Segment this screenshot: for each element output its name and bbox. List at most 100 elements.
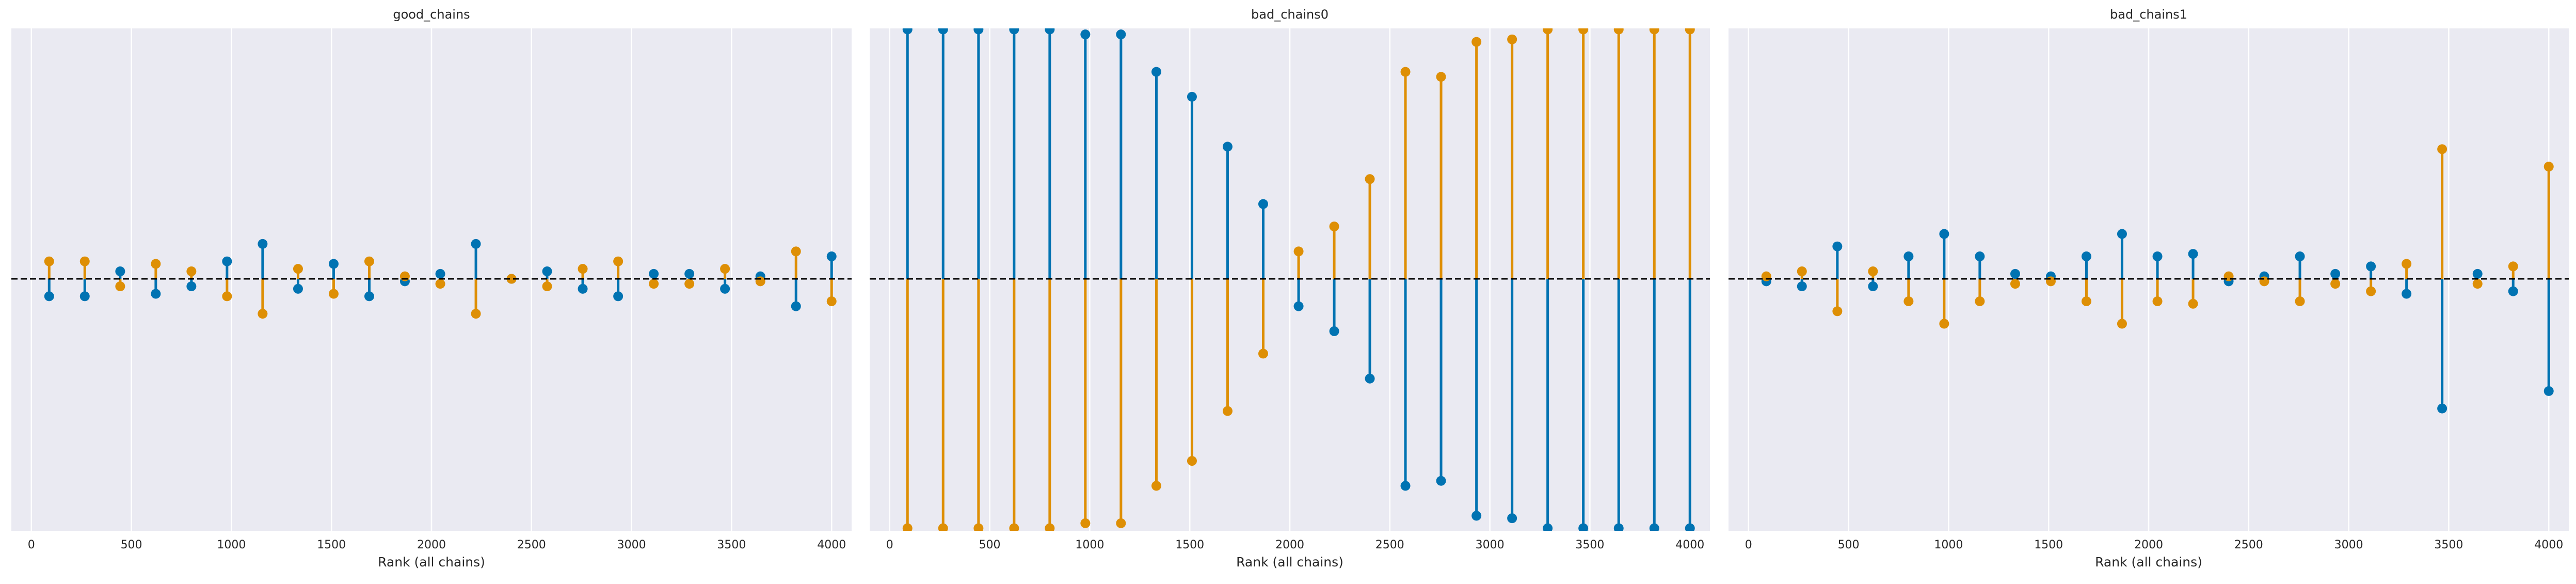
- rank-marker: [44, 256, 54, 266]
- x-tick-label: 3500: [1575, 539, 1604, 551]
- rank-marker: [684, 279, 695, 289]
- rank-marker: [1797, 281, 1807, 291]
- rank-marker: [826, 251, 837, 262]
- rank-marker: [1045, 28, 1055, 35]
- rank-marker: [2366, 261, 2376, 272]
- x-tick-label: 3500: [2434, 539, 2463, 551]
- x-tick-label: 0: [28, 539, 35, 551]
- rank-marker: [1080, 518, 1091, 528]
- rank-marker: [720, 264, 730, 274]
- rank-marker: [902, 523, 913, 531]
- x-tick-label: 2000: [2134, 539, 2163, 551]
- rank-marker: [2402, 259, 2412, 269]
- x-tick-label: 3000: [2334, 539, 2363, 551]
- rank-marker: [2045, 276, 2056, 287]
- rank-marker: [2543, 386, 2554, 396]
- rank-marker: [1365, 373, 1375, 384]
- rank-marks: [44, 239, 837, 319]
- rank-marker: [222, 291, 232, 302]
- rank-marker: [1293, 301, 1304, 311]
- x-tick-label: 3000: [617, 539, 646, 551]
- rank-marker: [2330, 279, 2341, 289]
- rank-marker: [115, 266, 125, 277]
- rank-marker: [435, 279, 445, 289]
- rank-marker: [2081, 251, 2091, 262]
- rank-marker: [1151, 481, 1161, 491]
- rank-marker: [1258, 349, 1268, 359]
- rank-marker: [1507, 513, 1517, 524]
- rank-marker: [258, 239, 268, 249]
- rank-marker: [1939, 319, 1949, 329]
- rank-marker: [293, 264, 303, 274]
- x-tick-label: 1500: [2034, 539, 2063, 551]
- rank-marker: [720, 283, 730, 294]
- rank-marker: [973, 523, 984, 531]
- rank-marker: [471, 239, 481, 249]
- rank-marker: [258, 309, 268, 319]
- x-tick-label: 1500: [317, 539, 346, 551]
- rank-marker: [1400, 481, 1411, 491]
- rank-marker: [755, 276, 765, 287]
- rank-marker: [328, 289, 339, 299]
- rank-marker: [2437, 144, 2447, 154]
- rank-marker: [2472, 279, 2483, 289]
- rank-marker: [151, 259, 161, 269]
- rank-marker: [399, 271, 410, 281]
- rank-marker: [613, 256, 623, 266]
- rank-marker: [1471, 511, 1482, 521]
- rank-marker: [2366, 286, 2376, 296]
- rank-marker: [649, 279, 659, 289]
- rank-marker: [2472, 269, 2483, 279]
- rank-marker: [1151, 67, 1161, 77]
- x-tick-label: 2000: [1275, 539, 1304, 551]
- rank-marker: [1009, 28, 1019, 35]
- rank-marker: [791, 246, 801, 257]
- rank-marker: [684, 269, 695, 279]
- rank-marker: [2543, 162, 2554, 172]
- rank-marker: [1222, 141, 1233, 152]
- x-tick-label: 1500: [1175, 539, 1204, 551]
- x-tick-label: 3500: [717, 539, 746, 551]
- chart-panel-bad_chains0: 0 500 1000 1500 2000 2500 3000 3500 4000 bad_chai…: [870, 7, 1710, 570]
- rank-marker: [2295, 251, 2305, 262]
- rank-marker: [2188, 249, 2198, 259]
- rank-marker: [1649, 523, 1659, 531]
- x-axis-label: Rank (all chains): [2095, 555, 2202, 570]
- chart-panel-bad_chains1: 0 500 1000 1500 2000 2500 3000 3500 4000 bad_chai…: [1729, 7, 2569, 570]
- rank-marker: [1613, 28, 1624, 35]
- rank-marker: [1543, 28, 1553, 35]
- rank-marker: [222, 256, 232, 266]
- rank-marker: [1329, 326, 1339, 336]
- rank-marker: [1009, 523, 1019, 531]
- x-tick-label: 1000: [217, 539, 246, 551]
- rank-marker: [2402, 289, 2412, 299]
- rank-marker: [938, 523, 948, 531]
- x-tick-label: 500: [1838, 539, 1860, 551]
- rank-marker: [1903, 296, 1914, 306]
- rank-marker: [578, 283, 588, 294]
- rank-marker: [328, 259, 339, 269]
- x-tick-label: 2000: [417, 539, 446, 551]
- rank-marker: [1329, 222, 1339, 232]
- chart-title: bad_chains0: [1251, 7, 1329, 22]
- rank-marker: [2508, 286, 2518, 296]
- chart-panel-good_chains: 0 500 1000 1500 2000 2500 3000 3500 4000 good_cha…: [11, 7, 852, 570]
- rank-marker: [1832, 306, 1843, 317]
- rank-marker: [364, 291, 374, 302]
- rank-marker: [1975, 296, 1985, 306]
- rank-marker: [902, 28, 913, 35]
- rank-marker: [1116, 518, 1126, 528]
- x-tick-label: 2500: [1375, 539, 1404, 551]
- rank-marker: [1578, 28, 1589, 35]
- rank-marker: [1649, 28, 1659, 35]
- rank-marker: [79, 256, 90, 266]
- rank-marker: [1365, 174, 1375, 184]
- rank-marker: [364, 256, 374, 266]
- rank-marker: [1258, 199, 1268, 209]
- rank-marker: [2437, 403, 2447, 414]
- chart-title: good_chains: [393, 7, 470, 22]
- rank-marker: [2010, 269, 2020, 279]
- rank-marker: [973, 28, 984, 35]
- rank-marker: [79, 291, 90, 302]
- rank-marker: [1868, 266, 1878, 277]
